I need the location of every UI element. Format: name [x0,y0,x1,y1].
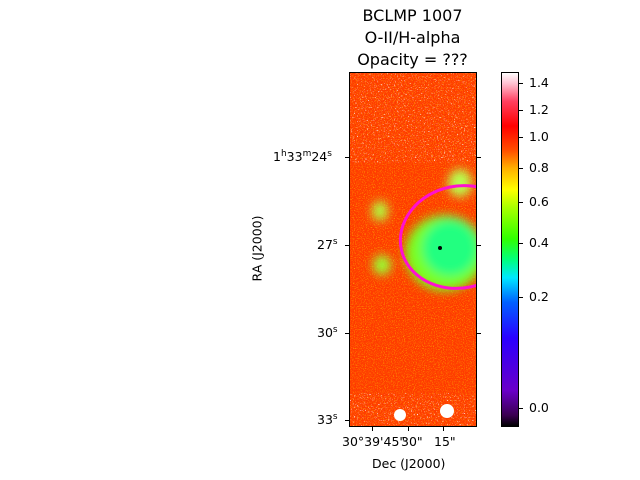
y-tick-mark [345,333,349,334]
colorbar-tick [519,202,523,203]
colorbar-label: 0.2 [529,289,549,304]
colorbar-label: 0.4 [529,235,549,250]
ratio-map-image [349,72,477,427]
white-noise-bottom [350,393,476,426]
colorbar-label: 0.0 [529,400,549,415]
y-tick-mark [345,245,349,246]
colorbar-tick [519,168,523,169]
y-tick-label: 27s [317,237,338,252]
x-tick-mark [408,427,409,431]
star-marker [438,246,442,250]
colorbar-label: 0.8 [529,160,549,175]
y-tick-mark-right [477,245,481,246]
colorbar-tick [519,297,523,298]
y-tick-mark-right [477,157,481,158]
white-noise-top [350,73,476,163]
x-tick-label: 30°39'45" [342,434,406,449]
colorbar-tick [519,243,523,244]
colorbar [501,72,519,427]
y-axis-label: RA (J2000) [249,215,265,282]
white-spot [394,409,406,421]
y-tick-label: 1h33m24s [273,149,332,164]
x-tick-label: 30" [401,434,423,449]
white-spot [440,404,454,418]
colorbar-tick [519,408,523,409]
y-tick-mark-right [477,333,481,334]
colorbar-label: 1.2 [529,102,549,117]
figure-title-line3: Opacity = ??? [357,50,468,69]
x-tick-mark [443,427,444,431]
figure-title-line1: BCLMP 1007 [362,6,463,25]
colorbar-label: 1.4 [529,75,549,90]
y-tick-label: 30s [317,325,338,340]
colorbar-label: 1.0 [529,129,549,144]
ratio-map-svg [350,73,476,426]
y-tick-mark [345,420,349,421]
x-axis-label: Dec (J2000) [372,456,446,471]
colorbar-tick [519,110,523,111]
colorbar-label: 0.6 [529,194,549,209]
aperture-ellipse [398,184,476,290]
colorbar-tick [519,137,523,138]
x-tick-mark [372,427,373,431]
green-regions [372,169,476,291]
y-tick-mark [345,157,349,158]
x-tick-label: 15" [434,434,456,449]
figure-title-line2: O-II/H-alpha [364,28,461,47]
y-tick-label: 33s [317,412,338,427]
colorbar-tick [519,83,523,84]
